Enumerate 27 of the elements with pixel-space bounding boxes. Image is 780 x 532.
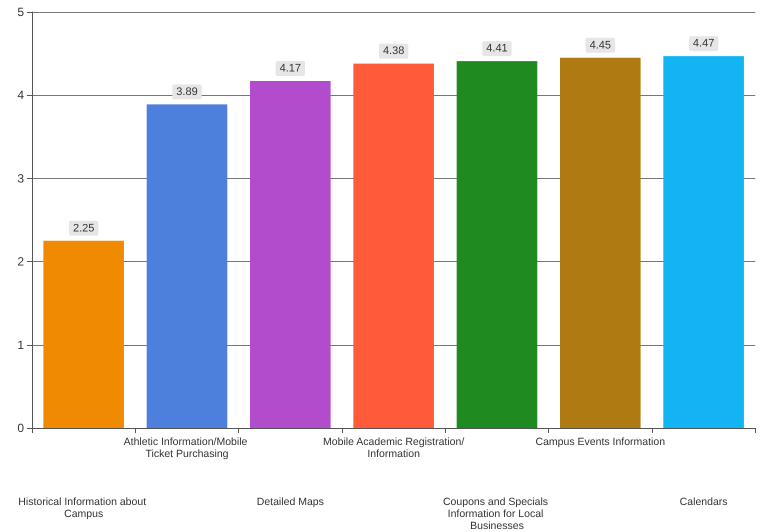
bar — [663, 56, 744, 428]
data-label: 2.25 — [72, 222, 94, 234]
bar — [146, 104, 228, 428]
data-label: 4.41 — [486, 42, 508, 55]
x-tick-label: Detailed Maps — [256, 496, 324, 508]
data-label: 4.38 — [382, 45, 404, 58]
bar — [560, 58, 641, 428]
data-label: 3.89 — [176, 86, 198, 98]
x-tick-label: Athletic Information/Mobile Ticket Purchasing — [124, 436, 250, 460]
x-tick-label: Historical Information about Campus — [18, 496, 150, 520]
y-tick-label: 4 — [17, 88, 24, 102]
bar — [456, 61, 538, 428]
x-tick-label: Campus Events Information — [536, 436, 666, 448]
x-tick-label: Mobile Academic Registration/Information — [323, 436, 464, 460]
x-tick-label: Coupons and Specials Information for Local Businesses — [442, 496, 551, 532]
y-tick-label: 1 — [17, 338, 24, 352]
y-tick-label: 5 — [17, 5, 24, 19]
y-tick-label: 2 — [17, 254, 24, 269]
bar — [43, 240, 124, 428]
y-tick-label: 3 — [17, 171, 24, 186]
data-label: 4.45 — [590, 39, 612, 52]
bar — [353, 64, 434, 428]
bar — [250, 81, 331, 428]
data-label: 4.47 — [692, 38, 714, 50]
data-label: 4.17 — [280, 62, 302, 75]
x-tick-label: Calendars — [680, 496, 728, 508]
y-tick-label: 0 — [17, 421, 24, 435]
